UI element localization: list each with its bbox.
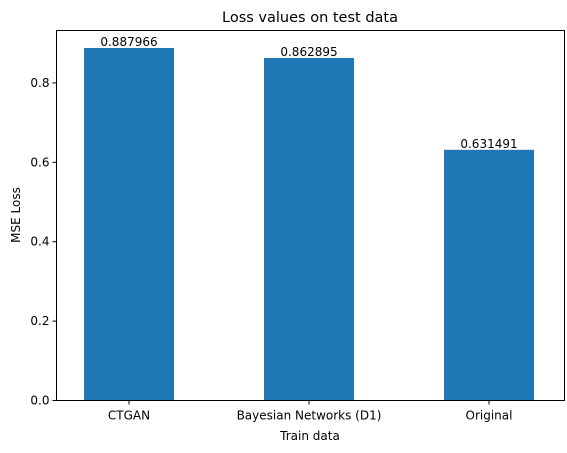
bar-value-label-0: 0.887966: [100, 35, 157, 49]
axes-frame: [56, 30, 565, 401]
x-ticks-group: CTGAN Bayesian Networks (D1) Original: [108, 400, 513, 423]
bar-1: [264, 57, 354, 401]
bar-0: [84, 47, 174, 401]
y-axis-label: MSE Loss: [9, 187, 23, 243]
x-axis-label: Train data: [279, 429, 340, 443]
x-tick-label-1: Bayesian Networks (D1): [237, 409, 382, 423]
bar-value-label-1: 0.862895: [280, 45, 337, 59]
bars-group: [84, 47, 534, 401]
x-tick-label-0: CTGAN: [108, 409, 150, 423]
bar-value-label-2: 0.631491: [460, 137, 517, 151]
y-tick-label-1: 0.2: [30, 314, 49, 328]
chart-title: Loss values on test data: [222, 10, 398, 26]
y-tick-label-3: 0.6: [30, 155, 49, 169]
y-tick-label-0: 0.0: [30, 394, 49, 408]
bar-2: [444, 149, 534, 401]
y-ticks-group: 0.0 0.2 0.4 0.6 0.8: [30, 76, 57, 408]
y-tick-label-4: 0.8: [30, 76, 49, 90]
value-labels-group: 0.887966 0.862895 0.631491: [100, 35, 517, 151]
y-tick-label-2: 0.4: [30, 235, 49, 249]
x-tick-label-2: Original: [466, 409, 513, 423]
